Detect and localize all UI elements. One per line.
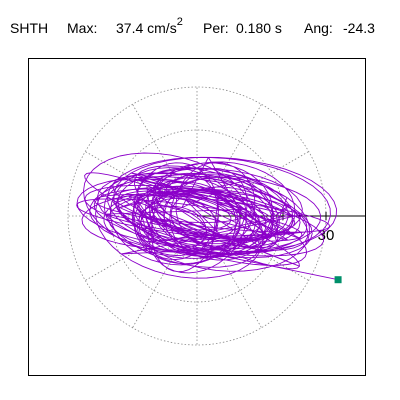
per-label: Per:	[203, 20, 229, 36]
ang-label: Ang:	[304, 20, 333, 36]
grid-spoke-300	[218, 253, 262, 328]
per-value: 0.180 s	[236, 20, 282, 36]
chart-header: SHTH Max: 37.4 cm/s2 Per: 0.180 s Ang: -…	[0, 14, 400, 38]
trace-end-marker	[334, 276, 342, 284]
grid-spoke-240	[132, 253, 176, 328]
ang-value: -24.3	[343, 20, 375, 36]
max-value: 37.4 cm/s2	[116, 16, 183, 36]
max-unit-exponent: 2	[176, 16, 183, 28]
grid-spoke-330	[234, 237, 309, 281]
station-label: SHTH	[10, 20, 49, 36]
grid-spoke-120	[132, 104, 176, 179]
max-label: Max:	[67, 20, 98, 36]
grid-spoke-150	[85, 151, 160, 195]
radial-tick-label-30: 30	[318, 227, 335, 244]
grid-spoke-60	[218, 104, 262, 179]
max-value-text: 37.4 cm/s	[116, 20, 177, 36]
particle-motion-trace	[76, 152, 339, 281]
